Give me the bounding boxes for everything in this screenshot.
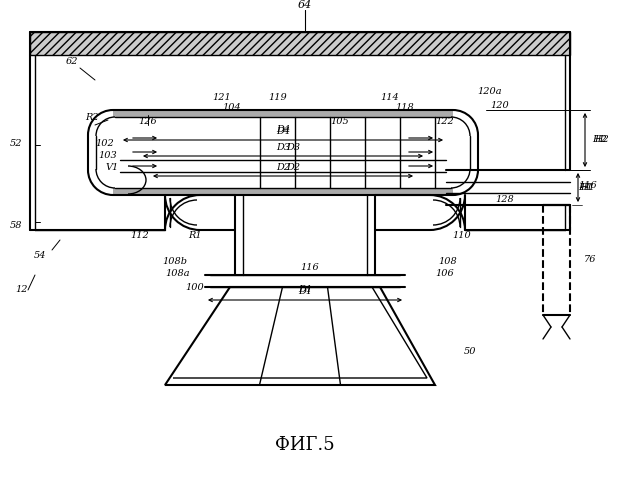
Text: 122: 122: [436, 118, 454, 126]
Text: 120: 120: [491, 100, 510, 110]
Text: R2: R2: [85, 114, 99, 122]
Text: 102: 102: [96, 140, 114, 148]
Text: H1: H1: [579, 183, 594, 192]
Text: 116: 116: [579, 180, 597, 190]
Text: 120a: 120a: [478, 88, 502, 96]
Text: D3: D3: [276, 144, 290, 152]
Text: D1: D1: [298, 288, 312, 296]
Text: 108: 108: [439, 258, 457, 266]
Text: D2: D2: [286, 164, 300, 172]
Text: 58: 58: [9, 220, 22, 230]
Text: 128: 128: [495, 196, 515, 204]
Text: R1: R1: [188, 230, 202, 239]
Text: 103: 103: [99, 150, 117, 160]
Text: D4: D4: [276, 126, 290, 134]
Text: D3: D3: [286, 144, 300, 152]
Text: 126: 126: [139, 118, 157, 126]
Bar: [113, 110, 453, 117]
Bar: [30, 32, 570, 55]
Text: D2: D2: [276, 164, 290, 172]
Text: 114: 114: [381, 92, 399, 102]
Text: H1: H1: [581, 183, 595, 192]
Text: 105: 105: [331, 118, 349, 126]
Text: 12: 12: [16, 286, 28, 294]
Text: D1: D1: [298, 286, 312, 294]
Text: 106: 106: [436, 270, 454, 278]
Text: 76: 76: [584, 256, 596, 264]
Bar: [113, 188, 453, 195]
Text: 116: 116: [300, 264, 320, 272]
Text: 112: 112: [131, 230, 149, 239]
Text: 62: 62: [66, 58, 78, 66]
Text: 50: 50: [464, 348, 476, 356]
Text: 100: 100: [186, 282, 204, 292]
Text: 108a: 108a: [166, 270, 190, 278]
Text: 52: 52: [9, 140, 22, 148]
Text: 54: 54: [34, 250, 46, 260]
Text: H2: H2: [595, 136, 610, 144]
Text: H2: H2: [592, 136, 607, 144]
Text: D4: D4: [276, 128, 290, 136]
Text: 118: 118: [395, 104, 415, 112]
Text: ФИГ.5: ФИГ.5: [275, 436, 335, 454]
Text: 110: 110: [453, 230, 471, 239]
Text: 108b: 108b: [162, 258, 188, 266]
Text: 121: 121: [213, 92, 231, 102]
Text: 119: 119: [268, 92, 288, 102]
Text: 64: 64: [298, 0, 312, 10]
Text: V1: V1: [106, 162, 118, 172]
Text: 104: 104: [223, 104, 241, 112]
